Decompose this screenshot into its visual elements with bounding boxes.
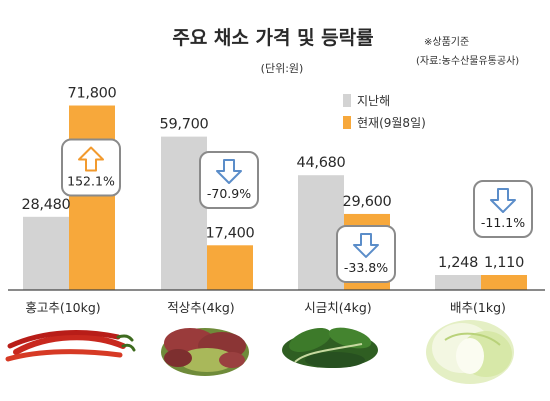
source-note: (자료:농수산물유통공사) bbox=[416, 55, 519, 67]
value-label-previous-1: 59,700 bbox=[160, 117, 209, 133]
change-label-1: -70.9% bbox=[207, 186, 251, 201]
legend: 지난해 현재(9월8일) bbox=[343, 94, 426, 130]
category-labels-group: 홍고추(10kg) 적상추(4kg) 시금치(4kg) 배추(1kg) bbox=[25, 300, 506, 315]
category-label-3: 배추(1kg) bbox=[450, 300, 506, 315]
bar-previous-3 bbox=[435, 275, 481, 290]
value-label-current-0: 71,800 bbox=[68, 86, 117, 102]
change-label-3: -11.1% bbox=[481, 215, 525, 230]
bar-previous-0 bbox=[23, 216, 69, 290]
category-label-2: 시금치(4kg) bbox=[304, 300, 371, 315]
napa-cabbage-icon bbox=[426, 320, 514, 384]
change-badge-2: -33.8% bbox=[336, 224, 396, 283]
bar-current-3 bbox=[481, 275, 527, 290]
change-badge-box-0 bbox=[61, 138, 121, 197]
legend-swatch-previous bbox=[343, 94, 351, 107]
change-badge-box-1 bbox=[199, 151, 259, 209]
value-label-previous-0: 28,480 bbox=[22, 197, 71, 213]
arrow-down-icon bbox=[490, 188, 516, 213]
arrow-up-icon bbox=[78, 146, 104, 172]
basis-note: ※상품기준 bbox=[424, 36, 469, 48]
chart-title: 주요 채소 가격 및 등락률 bbox=[172, 27, 373, 49]
value-label-current-2: 29,600 bbox=[343, 194, 392, 210]
change-badge-box-2 bbox=[336, 224, 396, 283]
arrow-down-icon bbox=[353, 232, 379, 258]
category-label-0: 홍고추(10kg) bbox=[25, 300, 100, 315]
unit-note: (단위:원) bbox=[261, 62, 304, 75]
category-label-1: 적상추(4kg) bbox=[167, 300, 234, 315]
change-label-2: -33.8% bbox=[344, 260, 388, 275]
change-label-0: 152.1% bbox=[67, 174, 115, 189]
change-badge-box-3 bbox=[473, 180, 533, 238]
value-label-previous-3: 1,248 bbox=[438, 255, 478, 271]
legend-label-previous: 지난해 bbox=[357, 94, 390, 108]
change-badge-1: -70.9% bbox=[199, 151, 259, 209]
change-badge-0: 152.1% bbox=[61, 138, 121, 197]
value-label-previous-2: 44,680 bbox=[297, 155, 346, 171]
bar-current-1 bbox=[207, 245, 253, 290]
value-labels-group: 28,480 71,800 59,700 17,400 44,680 29,600 1,24… bbox=[22, 86, 525, 271]
change-badges-group: 152.1% -70.9% -33.8% -11.1% bbox=[61, 138, 533, 283]
change-badge-3: -11.1% bbox=[473, 180, 533, 238]
legend-swatch-current bbox=[343, 116, 351, 129]
value-label-current-1: 17,400 bbox=[206, 225, 255, 241]
spinach-icon bbox=[282, 327, 378, 368]
bar-current-0 bbox=[69, 105, 115, 290]
legend-label-current: 현재(9월8일) bbox=[357, 116, 426, 130]
value-label-current-3: 1,110 bbox=[484, 255, 524, 271]
red-lettuce-icon bbox=[161, 328, 249, 376]
arrow-down-icon bbox=[216, 159, 242, 184]
red-pepper-icon bbox=[5, 330, 136, 362]
